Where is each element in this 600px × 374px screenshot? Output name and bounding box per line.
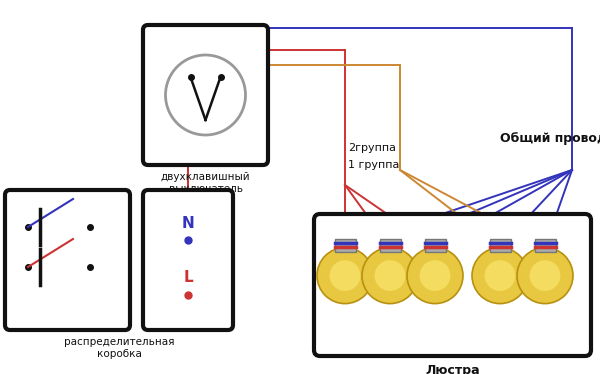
Text: N: N <box>182 215 194 230</box>
Bar <box>380 239 401 252</box>
Bar <box>490 239 511 252</box>
Circle shape <box>407 248 463 304</box>
FancyBboxPatch shape <box>143 25 268 165</box>
Circle shape <box>329 260 361 291</box>
Text: 1 группа: 1 группа <box>348 160 400 170</box>
Text: распределительная
коробка: распределительная коробка <box>64 337 174 359</box>
Circle shape <box>530 260 560 291</box>
Text: Люстра: Люстра <box>425 364 480 374</box>
Circle shape <box>362 248 418 304</box>
Bar <box>425 239 445 252</box>
Circle shape <box>472 248 528 304</box>
Circle shape <box>517 248 573 304</box>
FancyBboxPatch shape <box>143 190 233 330</box>
Bar <box>535 239 556 252</box>
Text: двухклавишный
выключатель: двухклавишный выключатель <box>161 172 250 194</box>
Circle shape <box>317 248 373 304</box>
Bar <box>335 239 355 252</box>
Text: Общий провод: Общий провод <box>500 132 600 144</box>
FancyBboxPatch shape <box>314 214 591 356</box>
Circle shape <box>485 260 515 291</box>
Text: 2группа: 2группа <box>348 143 396 153</box>
Circle shape <box>374 260 406 291</box>
FancyBboxPatch shape <box>5 190 130 330</box>
Text: L: L <box>183 270 193 285</box>
Circle shape <box>419 260 451 291</box>
